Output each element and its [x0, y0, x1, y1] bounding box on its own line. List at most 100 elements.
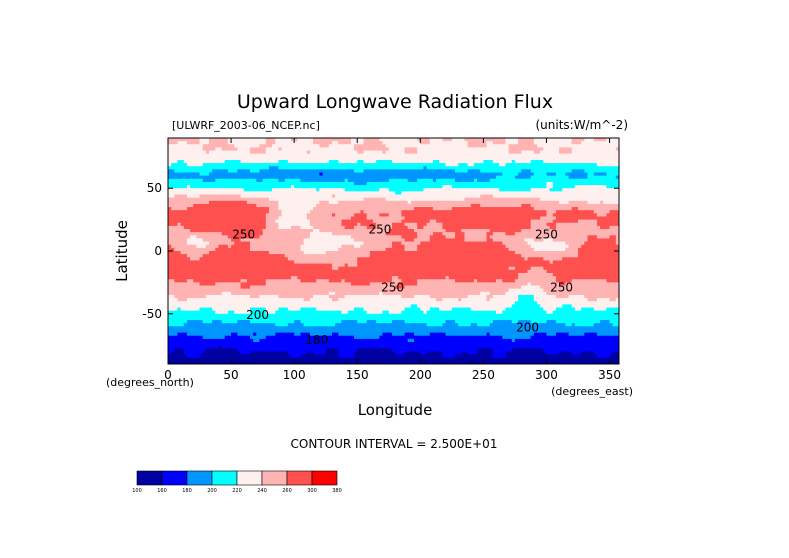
heatmap-cell: [467, 203, 472, 208]
heatmap-cell: [265, 241, 270, 246]
heatmap-cell: [511, 222, 516, 227]
heatmap-cell: [562, 169, 566, 174]
heatmap-cell: [391, 229, 396, 233]
heatmap-cell: [209, 141, 213, 145]
heatmap-cell: [177, 178, 182, 183]
heatmap-cell: [291, 244, 295, 249]
heatmap-cell: [306, 200, 311, 205]
heatmap-cell: [480, 175, 484, 180]
heatmap-cell: [297, 225, 302, 230]
heatmap-cell: [527, 169, 532, 174]
heatmap-cell: [250, 159, 254, 164]
heatmap-cell: [237, 197, 242, 202]
heatmap-cell: [177, 138, 182, 142]
heatmap-cell: [480, 159, 484, 164]
heatmap-cell: [432, 235, 437, 240]
heatmap-cell: [306, 150, 311, 155]
heatmap-cell: [458, 197, 462, 202]
heatmap-cell: [328, 232, 333, 236]
heatmap-cell: [322, 163, 327, 167]
heatmap-cell: [369, 175, 374, 180]
heatmap-cell: [291, 159, 295, 164]
heatmap-cell: [593, 147, 598, 152]
heatmap-cell: [256, 213, 261, 218]
heatmap-cell: [499, 207, 503, 211]
heatmap-cell: [341, 166, 346, 170]
heatmap-cell: [565, 219, 570, 224]
heatmap-cell: [612, 175, 617, 180]
heatmap-cell: [376, 144, 380, 149]
heatmap-cell: [218, 197, 223, 202]
heatmap-cell: [388, 141, 393, 145]
heatmap-cell: [325, 188, 330, 192]
heatmap-cell: [407, 166, 412, 170]
heatmap-cell: [344, 166, 349, 170]
heatmap-cell: [366, 222, 371, 227]
heatmap-cell: [171, 159, 175, 164]
heatmap-cell: [291, 188, 295, 192]
heatmap-cell: [606, 141, 611, 145]
heatmap-cell: [322, 191, 327, 196]
heatmap-cell: [612, 210, 617, 214]
heatmap-cell: [347, 150, 352, 155]
heatmap-cell: [297, 156, 302, 161]
heatmap-cell: [231, 188, 235, 192]
heatmap-cell: [587, 153, 592, 158]
heatmap-cell: [212, 166, 216, 170]
heatmap-cell: [499, 244, 503, 249]
heatmap-cell: [215, 232, 220, 236]
heatmap-cell: [420, 244, 425, 249]
heatmap-cell: [603, 172, 607, 177]
heatmap-cell: [552, 178, 557, 183]
heatmap-cell: [429, 235, 434, 240]
heatmap-cell: [527, 238, 532, 243]
heatmap-cell: [209, 197, 213, 202]
heatmap-cell: [590, 185, 595, 189]
heatmap-cell: [328, 210, 333, 214]
heatmap-cell: [581, 244, 585, 249]
heatmap-cell: [221, 241, 226, 246]
heatmap-cell: [183, 144, 188, 149]
heatmap-cell: [568, 244, 573, 249]
heatmap-cell: [250, 181, 254, 186]
heatmap-cell: [590, 203, 595, 208]
heatmap-cell: [407, 144, 412, 149]
heatmap-cell: [231, 153, 235, 158]
heatmap-cell: [530, 213, 535, 218]
heatmap-cell: [508, 156, 513, 161]
heatmap-cell: [423, 147, 428, 152]
heatmap-cell: [511, 216, 516, 221]
heatmap-cell: [549, 194, 554, 199]
heatmap-cell: [486, 175, 491, 180]
heatmap-cell: [423, 156, 428, 161]
heatmap-cell: [436, 244, 440, 249]
heatmap-cell: [578, 200, 582, 205]
heatmap-cell: [549, 203, 554, 208]
heatmap-cell: [552, 169, 557, 174]
heatmap-cell: [502, 185, 507, 189]
heatmap-cell: [319, 200, 324, 205]
heatmap-cell: [193, 194, 197, 199]
heatmap-cell: [445, 194, 450, 199]
heatmap-cell: [423, 241, 428, 246]
heatmap-cell: [171, 200, 175, 205]
heatmap-cell: [587, 147, 592, 152]
heatmap-cell: [306, 194, 311, 199]
heatmap-cell: [455, 194, 459, 199]
heatmap-cell: [549, 222, 554, 227]
heatmap-cell: [578, 197, 582, 202]
heatmap-cell: [306, 222, 311, 227]
heatmap-cell: [268, 175, 273, 180]
heatmap-cell: [174, 194, 179, 199]
heatmap-cell: [508, 222, 513, 227]
heatmap-cell: [609, 241, 614, 246]
heatmap-cell: [196, 181, 201, 186]
heatmap-cell: [199, 194, 204, 199]
heatmap-cell: [291, 178, 295, 183]
heatmap-cell: [291, 241, 295, 246]
heatmap-cell: [505, 210, 510, 214]
heatmap-cell: [391, 172, 396, 177]
heatmap-cell: [401, 166, 406, 170]
heatmap-cell: [615, 153, 619, 158]
